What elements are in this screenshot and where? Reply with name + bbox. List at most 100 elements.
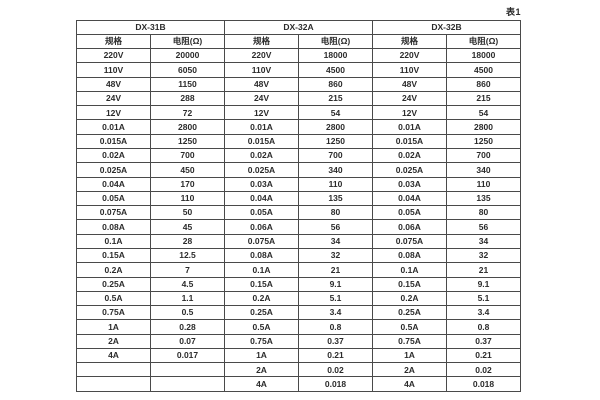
spec-column-header: 规格 [224, 34, 299, 49]
resistance-cell: 0.018 [298, 376, 373, 392]
spec-cell: 0.08A [224, 247, 299, 264]
resistance-cell: 0.07 [150, 333, 225, 349]
group-header-dx31b: DX-31B [76, 20, 225, 35]
table-row: 12V 72 12V 54 12V 54 [76, 105, 521, 121]
resistance-cell: 340 [298, 162, 373, 178]
spec-cell: 0.04A [76, 176, 151, 192]
resistance-cell: 0.8 [446, 319, 521, 335]
spec-cell: 110V [372, 62, 447, 78]
resistance-cell [150, 376, 225, 392]
spec-cell: 0.015A [372, 133, 447, 149]
resistance-cell: 34 [298, 233, 373, 249]
table-row: 0.2A 7 0.1A 21 0.1A 21 [76, 262, 521, 278]
spec-cell: 4A [224, 376, 299, 392]
resistance-cell: 0.02 [298, 362, 373, 378]
spec-cell: 0.015A [224, 133, 299, 149]
resistance-cell: 700 [298, 147, 373, 164]
resistance-cell: 32 [298, 247, 373, 264]
resistance-cell: 54 [298, 105, 373, 121]
resistance-column-header: 电阻(Ω) [298, 34, 373, 49]
resistance-cell: 0.21 [446, 347, 521, 364]
resistance-cell: 0.017 [150, 347, 225, 364]
resistance-cell: 12.5 [150, 247, 225, 264]
spec-cell: 0.75A [372, 333, 447, 349]
spec-cell: 0.05A [372, 205, 447, 221]
spec-cell: 0.01A [372, 119, 447, 135]
resistance-cell: 18000 [298, 47, 373, 64]
spec-cell: 1A [372, 347, 447, 364]
table-row: 0.05A 110 0.04A 135 0.04A 135 [76, 190, 521, 207]
spec-cell: 2A [224, 362, 299, 378]
table-row: 0.04A 170 0.03A 110 0.03A 110 [76, 176, 521, 192]
resistance-cell: 0.5 [150, 305, 225, 321]
resistance-cell: 700 [150, 147, 225, 164]
spec-cell: 2A [372, 362, 447, 378]
spec-cell: 0.1A [76, 233, 151, 249]
resistance-cell: 21 [446, 262, 521, 278]
table-row: 0.08A 45 0.06A 56 0.06A 56 [76, 219, 521, 235]
table-body: 220V 20000 220V 18000 220V 18000 110V 6050 110V 4… [76, 47, 521, 392]
spec-cell: 0.025A [224, 162, 299, 178]
spec-cell: 0.15A [76, 247, 151, 264]
resistance-cell: 56 [298, 219, 373, 235]
spec-cell: 0.02A [224, 147, 299, 164]
spec-cell: 1A [224, 347, 299, 364]
resistance-cell: 3.4 [446, 305, 521, 321]
spec-cell: 0.15A [372, 276, 447, 292]
resistance-cell: 5.1 [298, 290, 373, 307]
group-header-row: DX-31B DX-32A DX-32B [76, 20, 521, 35]
spec-cell: 0.01A [76, 119, 151, 135]
resistance-cell: 1150 [150, 76, 225, 92]
resistance-cell: 110 [446, 176, 521, 192]
table-row: 48V 1150 48V 860 48V 860 [76, 76, 521, 92]
table-row: 2A 0.02 2A 0.02 [76, 362, 521, 378]
spec-cell: 0.01A [224, 119, 299, 135]
resistance-cell: 0.02 [446, 362, 521, 378]
spec-column-header: 规格 [76, 34, 151, 49]
spec-cell: 0.1A [224, 262, 299, 278]
spec-cell: 0.2A [76, 262, 151, 278]
resistance-cell: 135 [298, 190, 373, 207]
spec-cell: 0.5A [372, 319, 447, 335]
spec-cell: 0.04A [224, 190, 299, 207]
spec-cell: 220V [372, 47, 447, 64]
resistance-cell: 110 [150, 190, 225, 207]
spec-cell: 0.03A [372, 176, 447, 192]
table-row: 4A 0.018 4A 0.018 [76, 376, 521, 392]
resistance-cell: 0.8 [298, 319, 373, 335]
resistance-cell: 18000 [446, 47, 521, 64]
resistance-cell: 0.018 [446, 376, 521, 392]
spec-cell: 4A [76, 347, 151, 364]
group-header-dx32b: DX-32B [372, 20, 521, 35]
spec-cell: 0.015A [76, 133, 151, 149]
resistance-column-header: 电阻(Ω) [150, 34, 225, 49]
spec-cell: 24V [224, 90, 299, 107]
resistance-cell: 288 [150, 90, 225, 107]
resistance-cell: 21 [298, 262, 373, 278]
resistance-cell: 45 [150, 219, 225, 235]
spec-cell: 12V [372, 105, 447, 121]
spec-cell: 220V [224, 47, 299, 64]
resistance-cell: 80 [446, 205, 521, 221]
spec-cell: 0.025A [76, 162, 151, 178]
spec-cell: 0.02A [76, 147, 151, 164]
resistance-cell: 72 [150, 105, 225, 121]
spec-cell: 0.06A [372, 219, 447, 235]
resistance-cell: 1250 [298, 133, 373, 149]
spec-cell: 0.02A [372, 147, 447, 164]
resistance-cell: 5.1 [446, 290, 521, 307]
table-row: 0.025A 450 0.025A 340 0.025A 340 [76, 162, 521, 178]
table-row: 0.75A 0.5 0.25A 3.4 0.25A 3.4 [76, 305, 521, 321]
resistance-cell: 700 [446, 147, 521, 164]
spec-cell: 0.08A [76, 219, 151, 235]
resistance-cell: 1250 [150, 133, 225, 149]
spec-cell: 0.06A [224, 219, 299, 235]
table-row: 0.075A 50 0.05A 80 0.05A 80 [76, 205, 521, 221]
spec-cell: 2A [76, 333, 151, 349]
spec-cell [76, 362, 151, 378]
spec-cell: 0.05A [224, 205, 299, 221]
table-row: 0.015A 1250 0.015A 1250 0.015A 1250 [76, 133, 521, 149]
spec-cell: 48V [372, 76, 447, 92]
table-header: DX-31B DX-32A DX-32B 规格 电阻(Ω) 规格 电阻(Ω) 规… [76, 20, 521, 49]
resistance-cell: 80 [298, 205, 373, 221]
